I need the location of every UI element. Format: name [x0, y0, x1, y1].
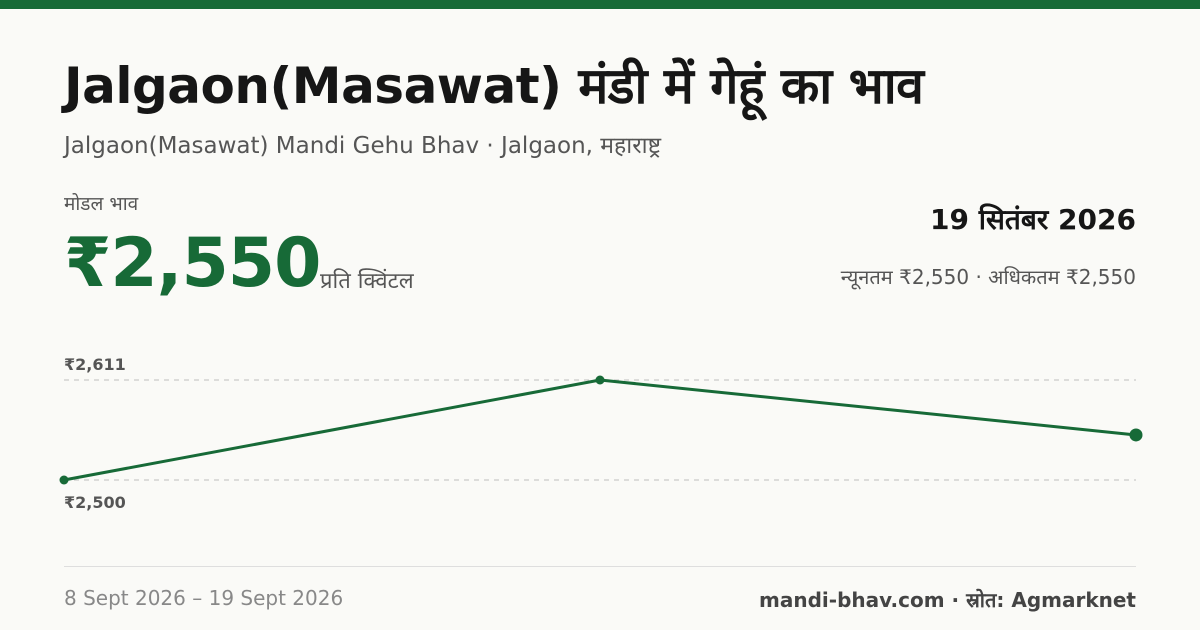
page-subtitle: Jalgaon(Masawat) Mandi Gehu Bhav · Jalga…	[64, 133, 662, 159]
top-accent-bar	[0, 0, 1200, 9]
data-point-1	[595, 375, 605, 385]
source-credit: mandi-bhav.com · स्रोत: Agmarknet	[759, 588, 1136, 612]
price-unit: प्रति क्विंटल	[320, 269, 414, 294]
series-line-0	[63, 378, 1137, 482]
model-price-value: ₹2,550	[64, 224, 321, 303]
footer-divider	[64, 566, 1136, 567]
page-title: Jalgaon(Masawat) मंडी में गेहूं का भाव	[64, 57, 924, 115]
model-price-label: मोडल भाव	[64, 193, 139, 215]
y-tick-label-bottom: ₹2,500	[64, 493, 126, 512]
data-point-2	[1129, 428, 1143, 442]
date-period: 8 Sept 2026 – 19 Sept 2026	[64, 586, 344, 610]
price-date: 19 सितंबर 2026	[930, 203, 1136, 236]
min-max-range: न्यूनतम ₹2,550 · अधिकतम ₹2,550	[840, 265, 1136, 289]
data-point-0	[59, 475, 69, 485]
y-tick-label-top: ₹2,611	[64, 355, 126, 374]
series-layer	[59, 375, 1143, 485]
